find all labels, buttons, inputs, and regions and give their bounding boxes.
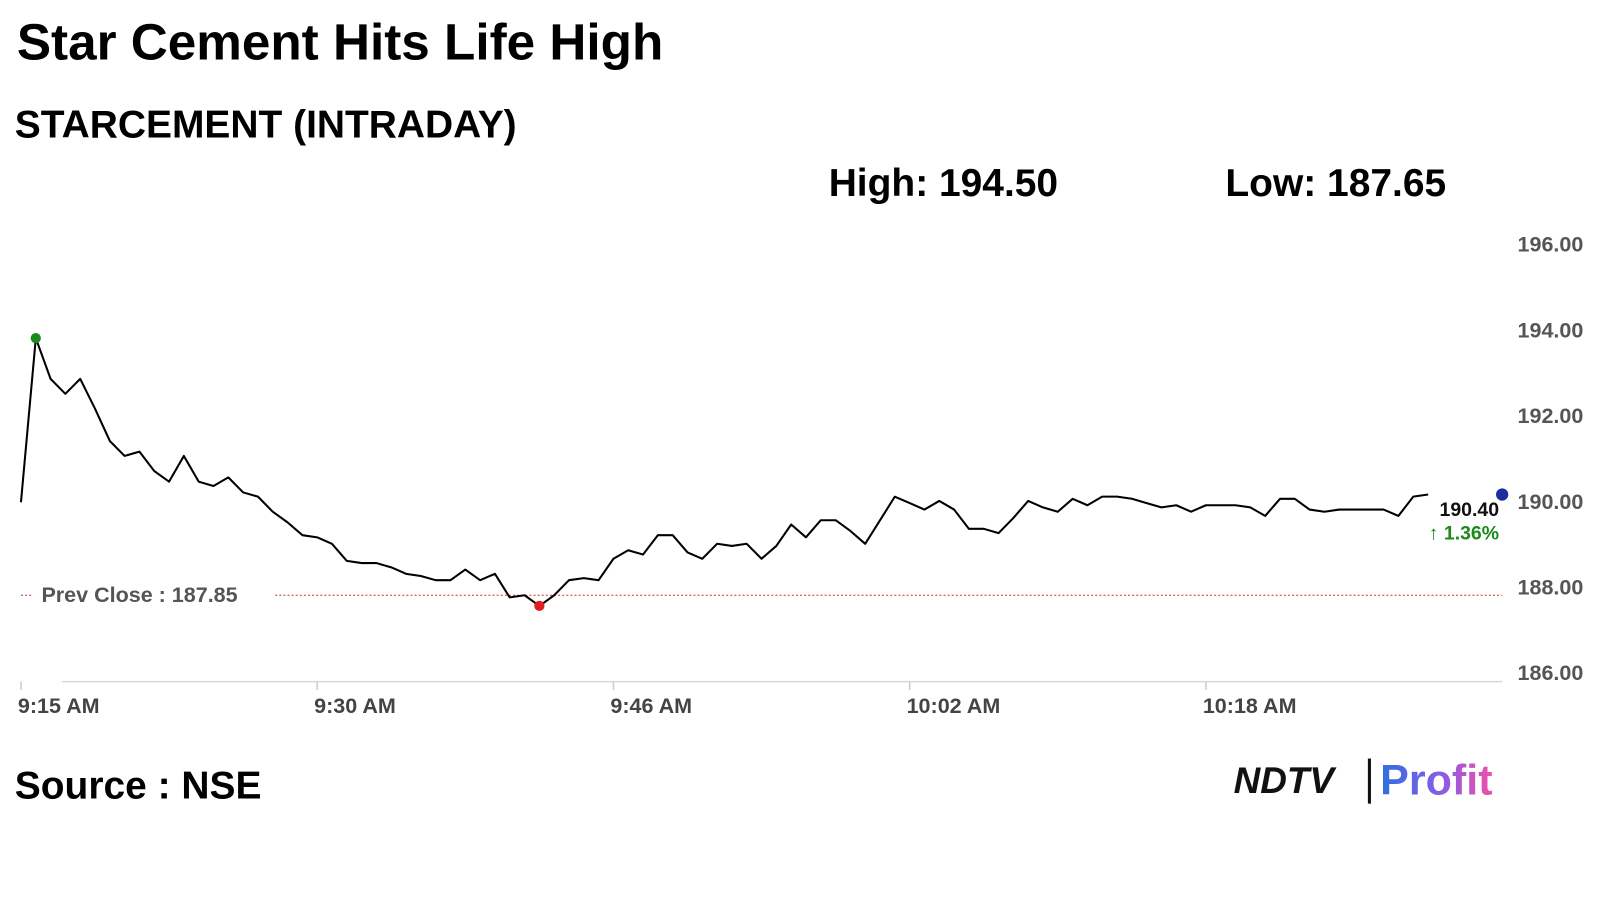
- prev-close-label: Prev Close : 187.85: [41, 583, 237, 607]
- low-label: Low: 187.65: [1225, 162, 1446, 205]
- high-marker: [30, 333, 41, 344]
- high-label: High: 194.50: [829, 162, 1058, 205]
- y-tick-label: 190.00: [1518, 490, 1584, 514]
- price-line: [19, 337, 1429, 607]
- y-tick-label: 196.00: [1518, 233, 1584, 257]
- x-tick-label: 9:46 AM: [610, 694, 692, 718]
- subtitle: STARCEMENT (INTRADAY): [15, 103, 517, 146]
- y-tick-label: 194.00: [1518, 318, 1584, 342]
- logo-ndtv: NDTV: [1234, 760, 1338, 801]
- x-tick-label: 9:30 AM: [314, 694, 396, 718]
- y-tick-label: 192.00: [1518, 404, 1584, 428]
- low-marker: [534, 600, 545, 612]
- change: ↑ 1.36%: [1429, 523, 1499, 545]
- logo-divider: [1367, 758, 1371, 804]
- y-tick-label: 188.00: [1518, 575, 1584, 599]
- last-price: 190.40: [1440, 499, 1500, 521]
- y-tick-label: 186.00: [1518, 661, 1584, 685]
- x-tick-label: 10:18 AM: [1203, 694, 1297, 718]
- chart-title: Star Cement Hits Life High: [17, 14, 663, 71]
- prev-close-bg: [33, 580, 276, 610]
- x-tick-label: 10:02 AM: [907, 694, 1001, 718]
- x-tick-label: 9:15 AM: [18, 694, 100, 718]
- last-marker: [1496, 488, 1509, 501]
- logo-profit: Profit: [1380, 757, 1492, 805]
- source: Source : NSE: [15, 765, 262, 808]
